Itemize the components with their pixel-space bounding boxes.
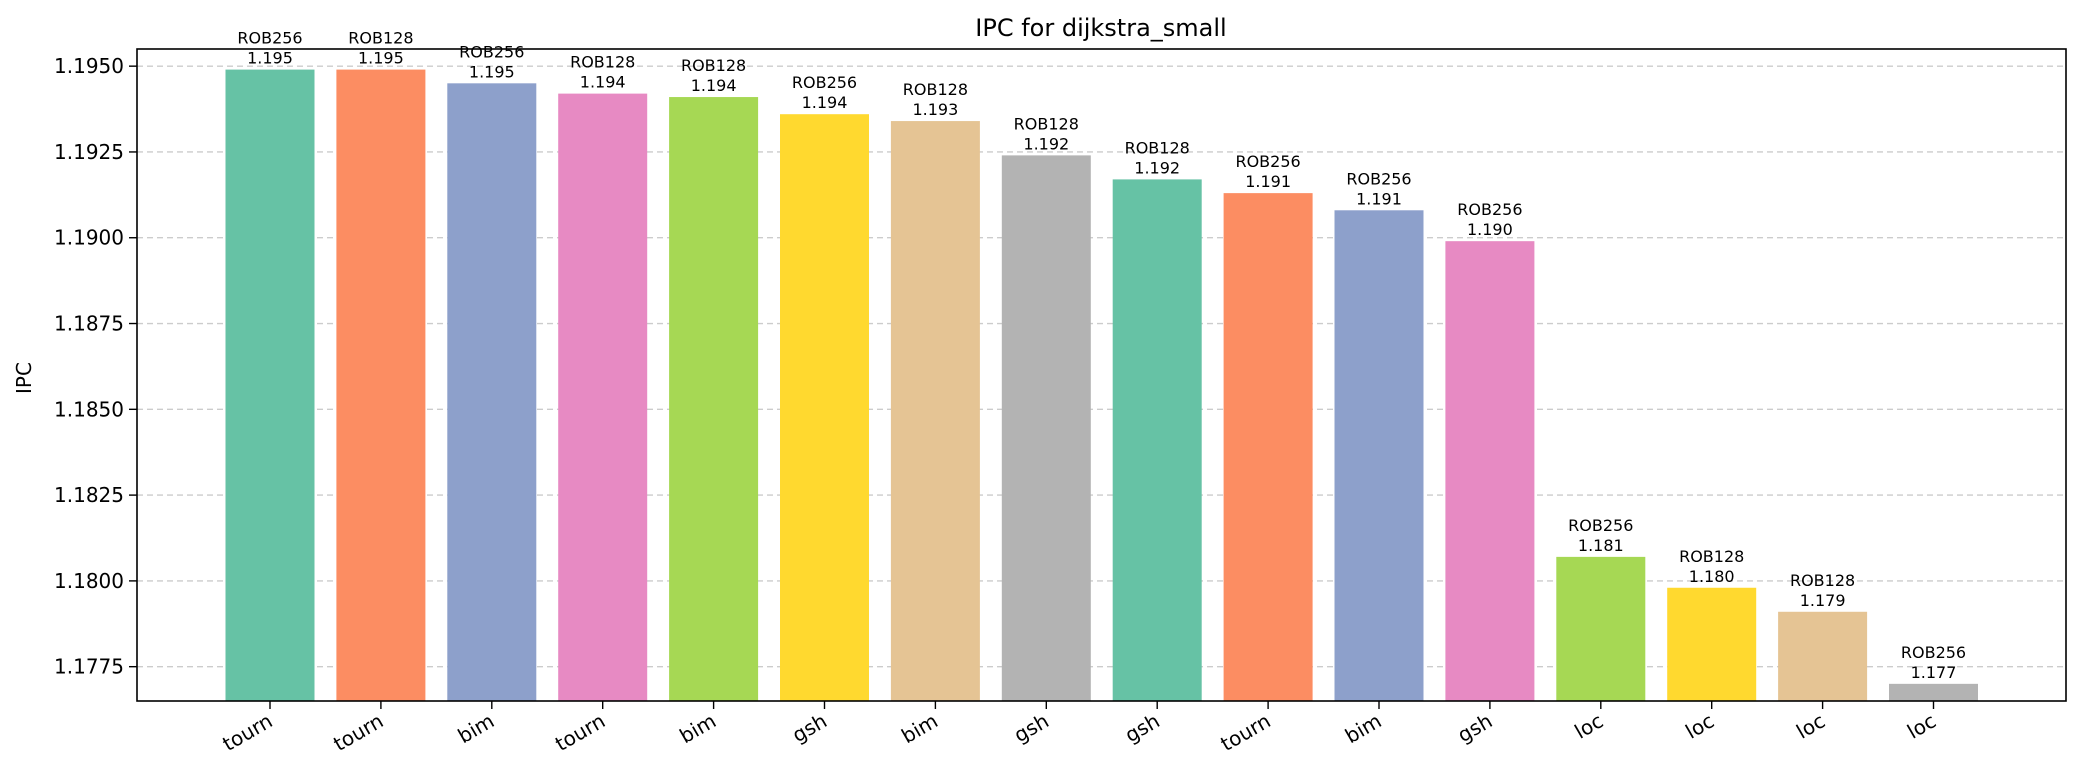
bar-value-label: 1.195 [358,49,404,68]
x-tick-label: loc [1792,709,1829,744]
bar-value-label: 1.177 [1911,663,1957,682]
bar-config-label: ROB256 [459,42,524,61]
bar [1445,241,1535,701]
bar [890,121,980,701]
bar-value-label: 1.194 [580,73,626,92]
bar-config-label: ROB128 [348,29,413,48]
bar-value-label: 1.194 [691,76,737,95]
y-axis-ticks: 1.1775 1.1800 1.1825 1.1850 1.1875 1.1900 1.19… [54,54,137,679]
x-tick-label: bim [675,709,720,749]
y-tick-label: 1.1800 [54,569,124,593]
bar-value-label: 1.179 [1800,591,1846,610]
x-tick-label: tourn [218,709,276,756]
x-tick-label: gsh [1121,709,1164,748]
x-tick-label: tourn [329,709,387,756]
grid-lines [137,65,2066,668]
bar [225,69,315,701]
bar-config-label: ROB128 [1014,114,1079,133]
x-tick-label: bim [897,709,942,749]
bar [336,69,426,701]
bar-config-label: ROB128 [903,80,968,99]
x-axis-ticks: tourn tourn bim tourn bim gsh bim gsh gsh tourn bi… [218,701,1940,756]
bar-config-label: ROB256 [1457,200,1522,219]
y-axis-label: IPC [12,362,36,394]
bar [780,114,869,701]
bar-value-label: 1.190 [1467,220,1513,239]
bar-value-label: 1.192 [1023,134,1069,153]
x-tick-label: gsh [1453,709,1496,748]
bar-config-label: ROB128 [1790,571,1855,590]
bar [558,93,648,701]
y-tick-label: 1.1825 [54,483,124,507]
bar-value-label: 1.195 [469,62,515,81]
bar-value-label: 1.180 [1689,567,1735,586]
x-tick-label: loc [1903,709,1940,744]
bar-config-label: ROB128 [681,56,746,75]
bar-value-label: 1.195 [247,49,293,68]
bar [1223,193,1313,701]
bar-value-label: 1.192 [1134,158,1180,177]
y-tick-label: 1.1950 [54,54,124,78]
bar [669,97,759,701]
x-tick-label: bim [454,709,499,749]
y-tick-label: 1.1875 [54,312,124,336]
x-tick-label: tourn [1216,709,1274,756]
bar [1667,587,1757,701]
bar-config-label: ROB256 [1235,152,1300,171]
bar-value-label: 1.181 [1578,536,1624,555]
y-tick-label: 1.1850 [54,397,124,421]
bar [1556,556,1646,701]
x-tick-label: loc [1570,709,1607,744]
x-tick-label: gsh [1010,709,1053,748]
bar-value-label: 1.191 [1356,189,1402,208]
bar [1889,683,1978,701]
bar-config-label: ROB128 [1679,547,1744,566]
bar-value-label: 1.194 [802,93,848,112]
bar-config-label: ROB128 [570,53,635,72]
x-tick-label: tourn [551,709,609,756]
bar-config-label: ROB256 [1568,516,1633,535]
chart-title: IPC for dijkstra_small [975,14,1226,42]
bar [447,83,537,701]
bar-config-label: ROB256 [1901,643,1966,662]
bar [1001,155,1091,701]
plot-frame [136,48,2067,702]
x-tick-label: gsh [788,709,831,748]
bars [225,69,1978,701]
bar-config-label: ROB128 [1125,138,1190,157]
y-tick-label: 1.1775 [54,655,124,679]
x-tick-label: bim [1341,709,1386,749]
bar-config-label: ROB256 [1346,169,1411,188]
bar-value-label: 1.193 [912,100,958,119]
bar [1778,611,1868,701]
x-tick-label: loc [1681,709,1718,744]
y-tick-label: 1.1900 [54,226,124,250]
bar [1112,179,1202,701]
bar-config-label: ROB256 [792,73,857,92]
bar-config-label: ROB256 [237,29,302,48]
bar-value-label: 1.191 [1245,172,1291,191]
bar [1334,210,1424,701]
y-tick-label: 1.1925 [54,140,124,164]
